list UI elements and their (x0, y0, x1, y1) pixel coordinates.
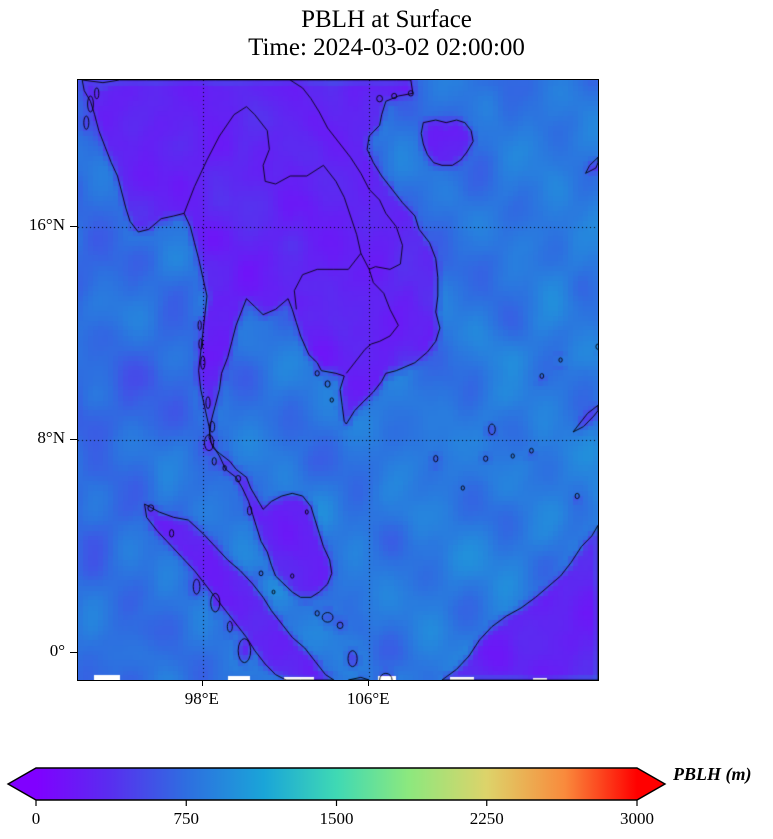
colorbar-tick-label-1: 750 (173, 809, 200, 828)
colorbar-tick-label-3: 2250 (469, 809, 504, 828)
colorbar-bar[interactable] (6, 767, 667, 801)
y-axis-tick-label-0: 16°N (28, 214, 65, 234)
colorbar-tick-label-0: 0 (31, 809, 41, 828)
map-plot-area[interactable] (77, 79, 599, 681)
y-axis-tick-0 (70, 226, 77, 227)
x-axis-tick-0 (202, 680, 203, 686)
figure-title-block: PBLH at Surface Time: 2024-03-02 02:00:0… (0, 6, 773, 62)
colorbar[interactable] (0, 756, 773, 839)
colorbar-title: PBLH (m) (673, 764, 752, 784)
y-axis-tick-1 (70, 439, 77, 440)
x-axis-tick-1 (368, 680, 369, 686)
colorbar-tick-label-2: 1500 (319, 809, 354, 828)
page-title: PBLH at Surface (301, 6, 472, 33)
y-axis-tick-label-1: 8°N (37, 428, 65, 447)
y-axis-tick-label-2: 0° (49, 641, 65, 661)
y-axis-tick-2 (70, 652, 77, 653)
x-axis-tick-label-1: 106°E (346, 689, 390, 708)
figure-timestamp: Time: 2024-03-02 02:00:00 (248, 34, 525, 61)
x-axis-tick-label-0: 98°E (184, 689, 219, 708)
colorbar-tick-label-4: 3000 (620, 809, 654, 828)
pblh-heatmap-canvas (78, 80, 598, 680)
colorbar-gradient (6, 767, 667, 806)
